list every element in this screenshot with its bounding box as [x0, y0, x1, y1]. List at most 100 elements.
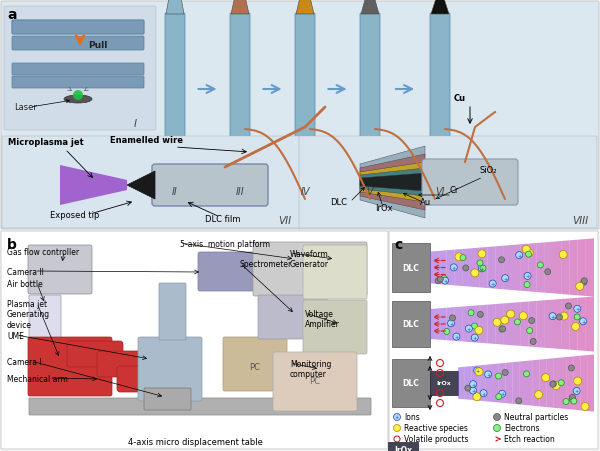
Circle shape: [471, 334, 478, 341]
Text: VI: VI: [435, 187, 445, 197]
Text: +: +: [454, 334, 458, 339]
Text: +: +: [395, 414, 399, 419]
Circle shape: [455, 253, 463, 261]
Polygon shape: [485, 364, 492, 402]
Text: IrOx: IrOx: [375, 203, 392, 212]
Circle shape: [575, 283, 584, 290]
Circle shape: [493, 414, 500, 421]
Polygon shape: [496, 246, 504, 290]
Text: PC: PC: [310, 377, 320, 386]
Polygon shape: [60, 166, 73, 206]
FancyBboxPatch shape: [430, 14, 450, 151]
Text: +: +: [486, 372, 490, 377]
Circle shape: [472, 323, 478, 329]
Circle shape: [501, 317, 509, 324]
Circle shape: [581, 403, 589, 410]
Polygon shape: [455, 307, 463, 342]
FancyBboxPatch shape: [392, 301, 430, 347]
Polygon shape: [560, 357, 567, 409]
Circle shape: [471, 269, 479, 277]
Text: +: +: [480, 266, 484, 271]
Text: +: +: [551, 314, 554, 319]
Text: IV: IV: [300, 187, 310, 197]
Circle shape: [478, 250, 486, 258]
FancyBboxPatch shape: [258, 295, 327, 339]
Circle shape: [574, 306, 581, 313]
Circle shape: [568, 365, 574, 371]
Circle shape: [569, 394, 575, 400]
Text: +: +: [500, 391, 504, 396]
Circle shape: [473, 393, 481, 401]
Text: Neutral particles: Neutral particles: [504, 413, 568, 422]
Text: DLC film: DLC film: [205, 215, 241, 224]
Text: Voltage
Amplifier: Voltage Amplifier: [305, 309, 340, 329]
Polygon shape: [472, 366, 478, 400]
Text: Ions: Ions: [404, 413, 420, 422]
Circle shape: [524, 273, 531, 280]
Circle shape: [574, 314, 580, 320]
Polygon shape: [496, 304, 504, 345]
Circle shape: [515, 252, 523, 259]
Polygon shape: [506, 363, 512, 404]
Polygon shape: [520, 302, 529, 347]
Text: Exposed tip: Exposed tip: [50, 211, 100, 220]
Text: c: c: [394, 238, 402, 252]
Polygon shape: [504, 303, 512, 345]
FancyBboxPatch shape: [273, 352, 357, 411]
Text: Laser: Laser: [14, 103, 37, 112]
Polygon shape: [529, 301, 536, 347]
Polygon shape: [100, 175, 113, 197]
Polygon shape: [479, 305, 487, 344]
FancyBboxPatch shape: [159, 283, 186, 340]
Polygon shape: [569, 240, 578, 296]
FancyBboxPatch shape: [392, 359, 430, 407]
FancyBboxPatch shape: [230, 14, 250, 151]
Polygon shape: [296, 0, 314, 15]
FancyBboxPatch shape: [117, 366, 163, 392]
Polygon shape: [73, 169, 87, 202]
Text: VIII: VIII: [572, 216, 588, 226]
Text: +: +: [503, 276, 507, 281]
Circle shape: [496, 394, 502, 400]
Circle shape: [444, 329, 450, 335]
Circle shape: [489, 281, 496, 287]
Circle shape: [529, 318, 535, 324]
Polygon shape: [504, 245, 512, 290]
Polygon shape: [360, 169, 425, 197]
Polygon shape: [478, 365, 485, 401]
Circle shape: [493, 318, 501, 327]
Circle shape: [525, 249, 533, 257]
FancyBboxPatch shape: [388, 442, 418, 451]
Polygon shape: [512, 245, 520, 291]
Polygon shape: [492, 364, 499, 403]
Polygon shape: [567, 357, 574, 410]
Circle shape: [502, 370, 508, 376]
Polygon shape: [553, 358, 560, 409]
Text: Microplasma jet: Microplasma jet: [8, 138, 84, 147]
Circle shape: [520, 312, 527, 320]
Circle shape: [566, 303, 572, 309]
FancyBboxPatch shape: [223, 337, 287, 391]
FancyBboxPatch shape: [29, 398, 371, 415]
Circle shape: [563, 399, 569, 405]
Text: Cu: Cu: [454, 94, 466, 103]
Polygon shape: [438, 251, 446, 285]
FancyBboxPatch shape: [392, 244, 430, 292]
FancyBboxPatch shape: [2, 137, 302, 229]
Circle shape: [394, 424, 401, 432]
FancyBboxPatch shape: [295, 14, 315, 151]
Polygon shape: [360, 163, 425, 202]
Text: PC: PC: [250, 363, 260, 372]
Text: b: b: [7, 238, 17, 252]
Polygon shape: [586, 297, 594, 352]
Text: DLC: DLC: [403, 320, 419, 329]
Polygon shape: [519, 361, 526, 405]
Circle shape: [559, 251, 567, 259]
Text: +: +: [452, 265, 456, 270]
FancyBboxPatch shape: [152, 165, 268, 207]
Text: DLC: DLC: [403, 263, 419, 272]
FancyBboxPatch shape: [430, 371, 458, 395]
Polygon shape: [545, 300, 553, 349]
Text: Spectrometer: Spectrometer: [240, 259, 292, 268]
Polygon shape: [520, 244, 529, 292]
